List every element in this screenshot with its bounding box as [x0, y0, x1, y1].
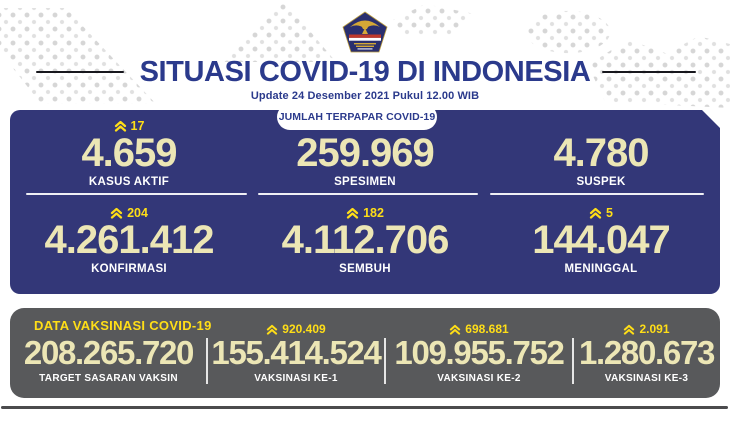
- increase-arrow-icon: [624, 324, 635, 335]
- stat-label: SUSPEK: [576, 176, 626, 188]
- stat-value: 4.261.412: [44, 218, 215, 262]
- column-divider: [572, 338, 574, 384]
- jumlah-terpapar-badge: JUMLAH TERPAPAR COVID-19: [277, 104, 437, 130]
- stat-value: 144.047: [532, 218, 671, 262]
- title-rule-left: [36, 71, 124, 73]
- update-timestamp: Update 24 Desember 2021 Pukul 12.00 WIB: [250, 90, 480, 102]
- delta-value: 182: [363, 205, 384, 220]
- stat-spesimen: 259.969 SPESIMEN: [247, 112, 483, 188]
- delta-meninggal: 5: [589, 205, 613, 220]
- stat-target-sasaran-vaksin: 208.265.720 TARGET SASARAN VAKSIN: [10, 314, 207, 385]
- covid-task-force-logo: [342, 11, 388, 53]
- stat-meninggal: 5 144.047 MENINGGAL: [483, 199, 719, 276]
- title-rule-right: [602, 71, 696, 73]
- stat-value: 109.955.752: [394, 334, 565, 371]
- delta-value: 2.091: [639, 322, 670, 336]
- increase-arrow-icon: [346, 207, 359, 219]
- delta-value: 920.409: [282, 322, 326, 336]
- stat-label: TARGET SASARAN VAKSIN: [39, 373, 178, 384]
- stat-value: 4.112.706: [281, 218, 450, 262]
- delta-konfirmasi: 204: [110, 205, 148, 220]
- delta-vaksinasi-ke-3: 2.091: [623, 322, 670, 336]
- stat-label: KASUS AKTIF: [88, 176, 170, 188]
- halftone-dots-right-of-logo: [393, 4, 473, 36]
- increase-arrow-icon: [267, 324, 278, 335]
- column-divider: [384, 338, 386, 384]
- delta-vaksinasi-ke-2: 698.681: [449, 322, 509, 336]
- stat-suspek: 4.780 SUSPEK: [483, 112, 719, 188]
- stat-value: 1.280.673: [578, 334, 715, 371]
- increase-arrow-icon: [114, 120, 126, 132]
- delta-sembuh: 182: [346, 205, 384, 220]
- stat-kasus-aktif: 17 4.659 KASUS AKTIF: [11, 112, 247, 189]
- vaccination-panel: [10, 308, 720, 398]
- delta-vaksinasi-ke-1: 920.409: [266, 322, 326, 336]
- delta-value: 5: [606, 205, 613, 220]
- stat-vaksinasi-ke-2: 698.681 109.955.752 VAKSINASI KE-2: [385, 314, 573, 384]
- stat-konfirmasi: 204 4.261.412 KONFIRMASI: [11, 199, 247, 276]
- vaccination-panel-title: DATA VAKSINASI COVID-19: [34, 318, 212, 333]
- stat-label: VAKSINASI KE-3: [604, 373, 689, 384]
- stat-value: 4.659: [81, 131, 177, 175]
- increase-arrow-icon: [589, 207, 602, 219]
- stat-label: VAKSINASI KE-1: [254, 373, 338, 384]
- delta-value: 698.681: [465, 322, 509, 336]
- stat-value: 155.414.524: [211, 334, 382, 371]
- column-divider: [206, 338, 208, 384]
- increase-arrow-icon: [450, 324, 461, 335]
- stat-label: SEMBUH: [339, 263, 391, 275]
- halftone-dots-pyramid: [220, 0, 336, 62]
- row-separator: [26, 193, 247, 195]
- covid-stats-panel: [10, 110, 720, 294]
- increase-arrow-icon: [110, 207, 123, 219]
- stat-label: SPESIMEN: [334, 176, 396, 188]
- stat-vaksinasi-ke-1: 920.409 155.414.524 VAKSINASI KE-1: [207, 314, 385, 384]
- delta-kasus-aktif: 17: [114, 118, 145, 133]
- page-title: SITUASI COVID-19 DI INDONESIA: [139, 56, 591, 88]
- stat-label: VAKSINASI KE-2: [437, 373, 521, 384]
- stat-value: 259.969: [296, 131, 435, 175]
- stat-value: 208.265.720: [23, 334, 195, 371]
- stat-sembuh: 182 4.112.706 SEMBUH: [247, 199, 483, 276]
- delta-value: 204: [127, 205, 148, 220]
- row-separator: [490, 193, 704, 195]
- row-separator: [258, 193, 478, 195]
- bottom-accent-rule: [1, 406, 728, 409]
- stat-label: MENINGGAL: [564, 263, 638, 275]
- stat-vaksinasi-ke-3: 2.091 1.280.673 VAKSINASI KE-3: [573, 314, 720, 384]
- stat-value: 4.780: [553, 131, 649, 175]
- halftone-dots-mid-right: [525, 10, 611, 54]
- delta-value: 17: [130, 118, 145, 133]
- stat-label: KONFIRMASI: [91, 263, 167, 275]
